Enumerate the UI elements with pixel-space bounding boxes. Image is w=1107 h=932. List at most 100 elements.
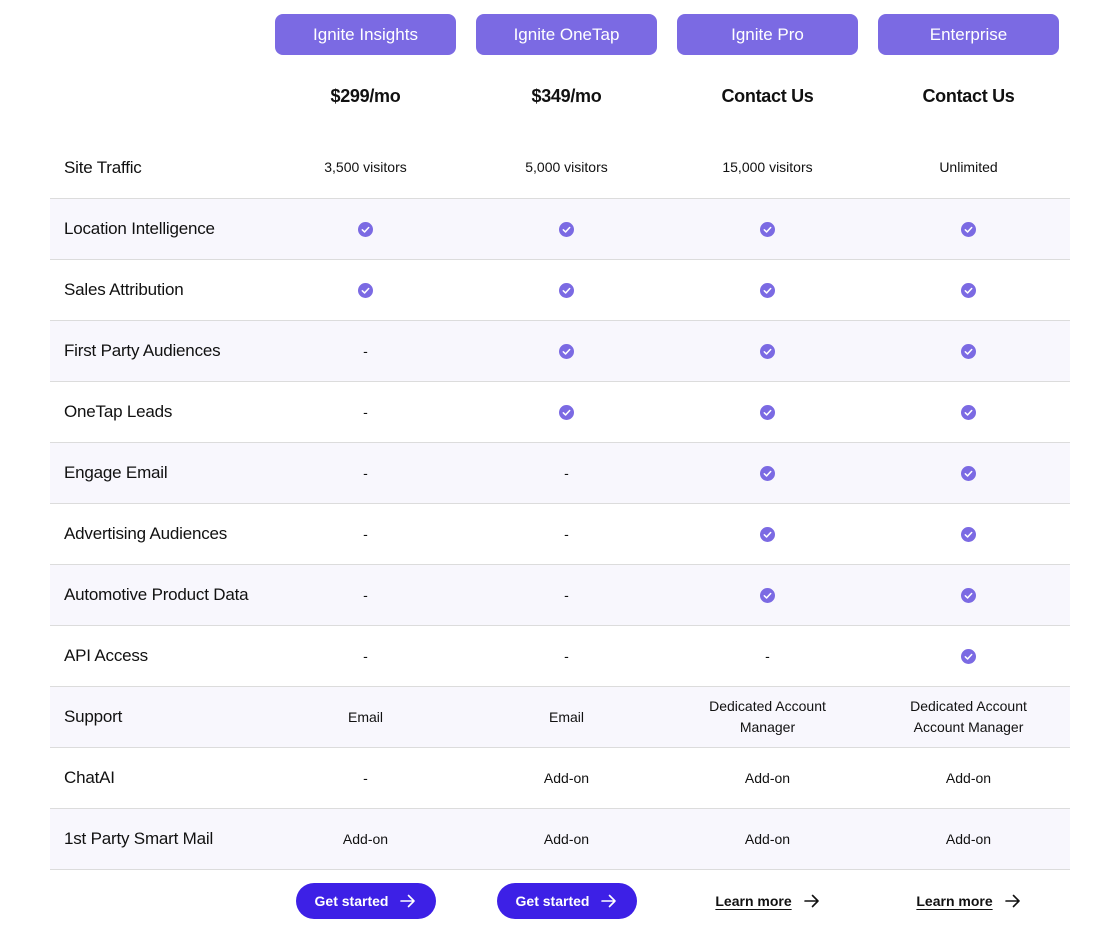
learn-more-link-enterprise[interactable]: Learn more bbox=[916, 893, 993, 909]
feature-value: - bbox=[466, 524, 667, 545]
feature-name: Sales Attribution bbox=[64, 280, 184, 299]
plan-column-onetap: Ignite OneTap bbox=[466, 14, 667, 55]
feature-value-text: - bbox=[564, 586, 569, 603]
feature-value: 5,000 visitors bbox=[466, 157, 667, 178]
get-started-label: Get started bbox=[515, 893, 590, 909]
feature-value bbox=[868, 341, 1069, 362]
check-circle-icon bbox=[961, 649, 976, 665]
feature-value bbox=[868, 280, 1069, 301]
feature-value: - bbox=[466, 585, 667, 606]
feature-name: First Party Audiences bbox=[64, 341, 221, 360]
cta-cell-pro: Learn more bbox=[667, 893, 868, 909]
table-row: Location Intelligence bbox=[50, 199, 1070, 260]
feature-value-text: - bbox=[363, 525, 368, 542]
feature-value bbox=[667, 219, 868, 240]
feature-name: OneTap Leads bbox=[64, 402, 173, 421]
feature-value-text: Dedicated Account Account Manager bbox=[910, 698, 1027, 735]
check-circle-icon bbox=[961, 283, 976, 299]
check-circle-icon bbox=[961, 222, 976, 238]
check-circle-icon bbox=[760, 588, 775, 604]
get-started-button-onetap[interactable]: Get started bbox=[496, 883, 637, 919]
feature-value-text: Add-on bbox=[744, 830, 791, 847]
plan-column-pro: Ignite Pro bbox=[667, 14, 868, 55]
feature-value: Add-on bbox=[466, 829, 667, 850]
feature-value: Unlimited bbox=[868, 157, 1069, 178]
check-circle-icon bbox=[760, 466, 775, 482]
price-cell-pro: Contact Us bbox=[667, 86, 868, 107]
get-started-button-insights[interactable]: Get started bbox=[295, 883, 436, 919]
check-circle-icon bbox=[760, 283, 775, 299]
get-started-label: Get started bbox=[314, 893, 389, 909]
feature-value-text: 5,000 visitors bbox=[525, 159, 608, 175]
feature-value bbox=[466, 280, 667, 301]
table-row: Site Traffic 3,500 visitors 5,000 visitors… bbox=[50, 137, 1070, 199]
feature-value bbox=[265, 280, 466, 301]
feature-value bbox=[466, 219, 667, 240]
feature-value: Add-on bbox=[265, 829, 466, 850]
feature-rows: Site Traffic 3,500 visitors 5,000 visitors… bbox=[50, 137, 1070, 870]
feature-value: Dedicated Account Manager bbox=[667, 696, 868, 738]
feature-name: Support bbox=[64, 707, 123, 726]
arrow-right-icon bbox=[400, 894, 416, 908]
feature-name: API Access bbox=[64, 646, 148, 665]
feature-value: Add-on bbox=[667, 768, 868, 789]
check-circle-icon bbox=[760, 344, 775, 360]
feature-value: 3,500 visitors bbox=[265, 157, 466, 178]
feature-value bbox=[667, 524, 868, 545]
check-circle-icon bbox=[559, 222, 574, 238]
feature-value: Dedicated Account Account Manager bbox=[868, 696, 1069, 738]
feature-value: - bbox=[265, 341, 466, 362]
feature-value bbox=[667, 280, 868, 301]
check-circle-icon bbox=[961, 527, 976, 543]
plan-tab-ignite-insights[interactable]: Ignite Insights bbox=[275, 14, 456, 55]
plan-tab-ignite-pro[interactable]: Ignite Pro bbox=[677, 14, 858, 55]
price-ignite-onetap: $349/mo bbox=[531, 85, 602, 106]
feature-value-text: Unlimited bbox=[939, 159, 998, 175]
feature-value-text: - bbox=[363, 342, 368, 359]
header-spacer bbox=[50, 14, 265, 55]
plan-tab-ignite-onetap[interactable]: Ignite OneTap bbox=[476, 14, 657, 55]
check-circle-icon bbox=[559, 344, 574, 360]
feature-name: 1st Party Smart Mail bbox=[64, 829, 214, 848]
plan-column-insights: Ignite Insights bbox=[265, 14, 466, 55]
plan-tab-enterprise[interactable]: Enterprise bbox=[878, 14, 1059, 55]
feature-value-text: Dedicated Account Manager bbox=[709, 698, 826, 735]
learn-more-link-pro[interactable]: Learn more bbox=[715, 893, 792, 909]
check-circle-icon bbox=[559, 283, 574, 299]
pricing-comparison-table: Ignite Insights Ignite OneTap Ignite Pro… bbox=[50, 14, 1070, 932]
feature-name: Automotive Product Data bbox=[64, 585, 249, 604]
feature-value bbox=[667, 463, 868, 484]
arrow-right-icon bbox=[601, 894, 617, 908]
table-row: Engage Email - - bbox=[50, 443, 1070, 504]
feature-value-text: 15,000 visitors bbox=[722, 159, 813, 175]
feature-value: - bbox=[466, 463, 667, 484]
feature-value-text: - bbox=[765, 647, 770, 664]
arrow-right-icon[interactable] bbox=[1004, 894, 1021, 908]
feature-value bbox=[667, 341, 868, 362]
arrow-right-icon[interactable] bbox=[803, 894, 820, 908]
feature-value: Email bbox=[265, 707, 466, 728]
check-circle-icon bbox=[358, 283, 373, 299]
feature-value bbox=[868, 646, 1069, 667]
feature-value bbox=[868, 463, 1069, 484]
cta-row: Get started Get started Learn more Learn… bbox=[50, 870, 1070, 932]
feature-value-text: - bbox=[363, 769, 368, 786]
table-row: ChatAI - Add-on Add-on Add-on bbox=[50, 748, 1070, 809]
feature-value: - bbox=[265, 524, 466, 545]
feature-value-text: - bbox=[564, 464, 569, 481]
feature-value: 15,000 visitors bbox=[667, 157, 868, 178]
table-row: 1st Party Smart Mail Add-on Add-on Add-on Ad… bbox=[50, 809, 1070, 870]
feature-value-text: Email bbox=[548, 708, 584, 725]
check-circle-icon bbox=[961, 344, 976, 360]
check-circle-icon bbox=[961, 405, 976, 421]
feature-value-text: 3,500 visitors bbox=[324, 159, 407, 175]
table-row: API Access - - - bbox=[50, 626, 1070, 687]
feature-value: - bbox=[265, 463, 466, 484]
feature-name: Engage Email bbox=[64, 463, 168, 482]
feature-value: - bbox=[265, 402, 466, 423]
table-row: Automotive Product Data - - bbox=[50, 565, 1070, 626]
feature-value-text: Add-on bbox=[744, 769, 791, 786]
cta-cell-insights: Get started bbox=[265, 883, 466, 919]
feature-value-text: Add-on bbox=[543, 769, 590, 786]
feature-value: - bbox=[265, 768, 466, 789]
